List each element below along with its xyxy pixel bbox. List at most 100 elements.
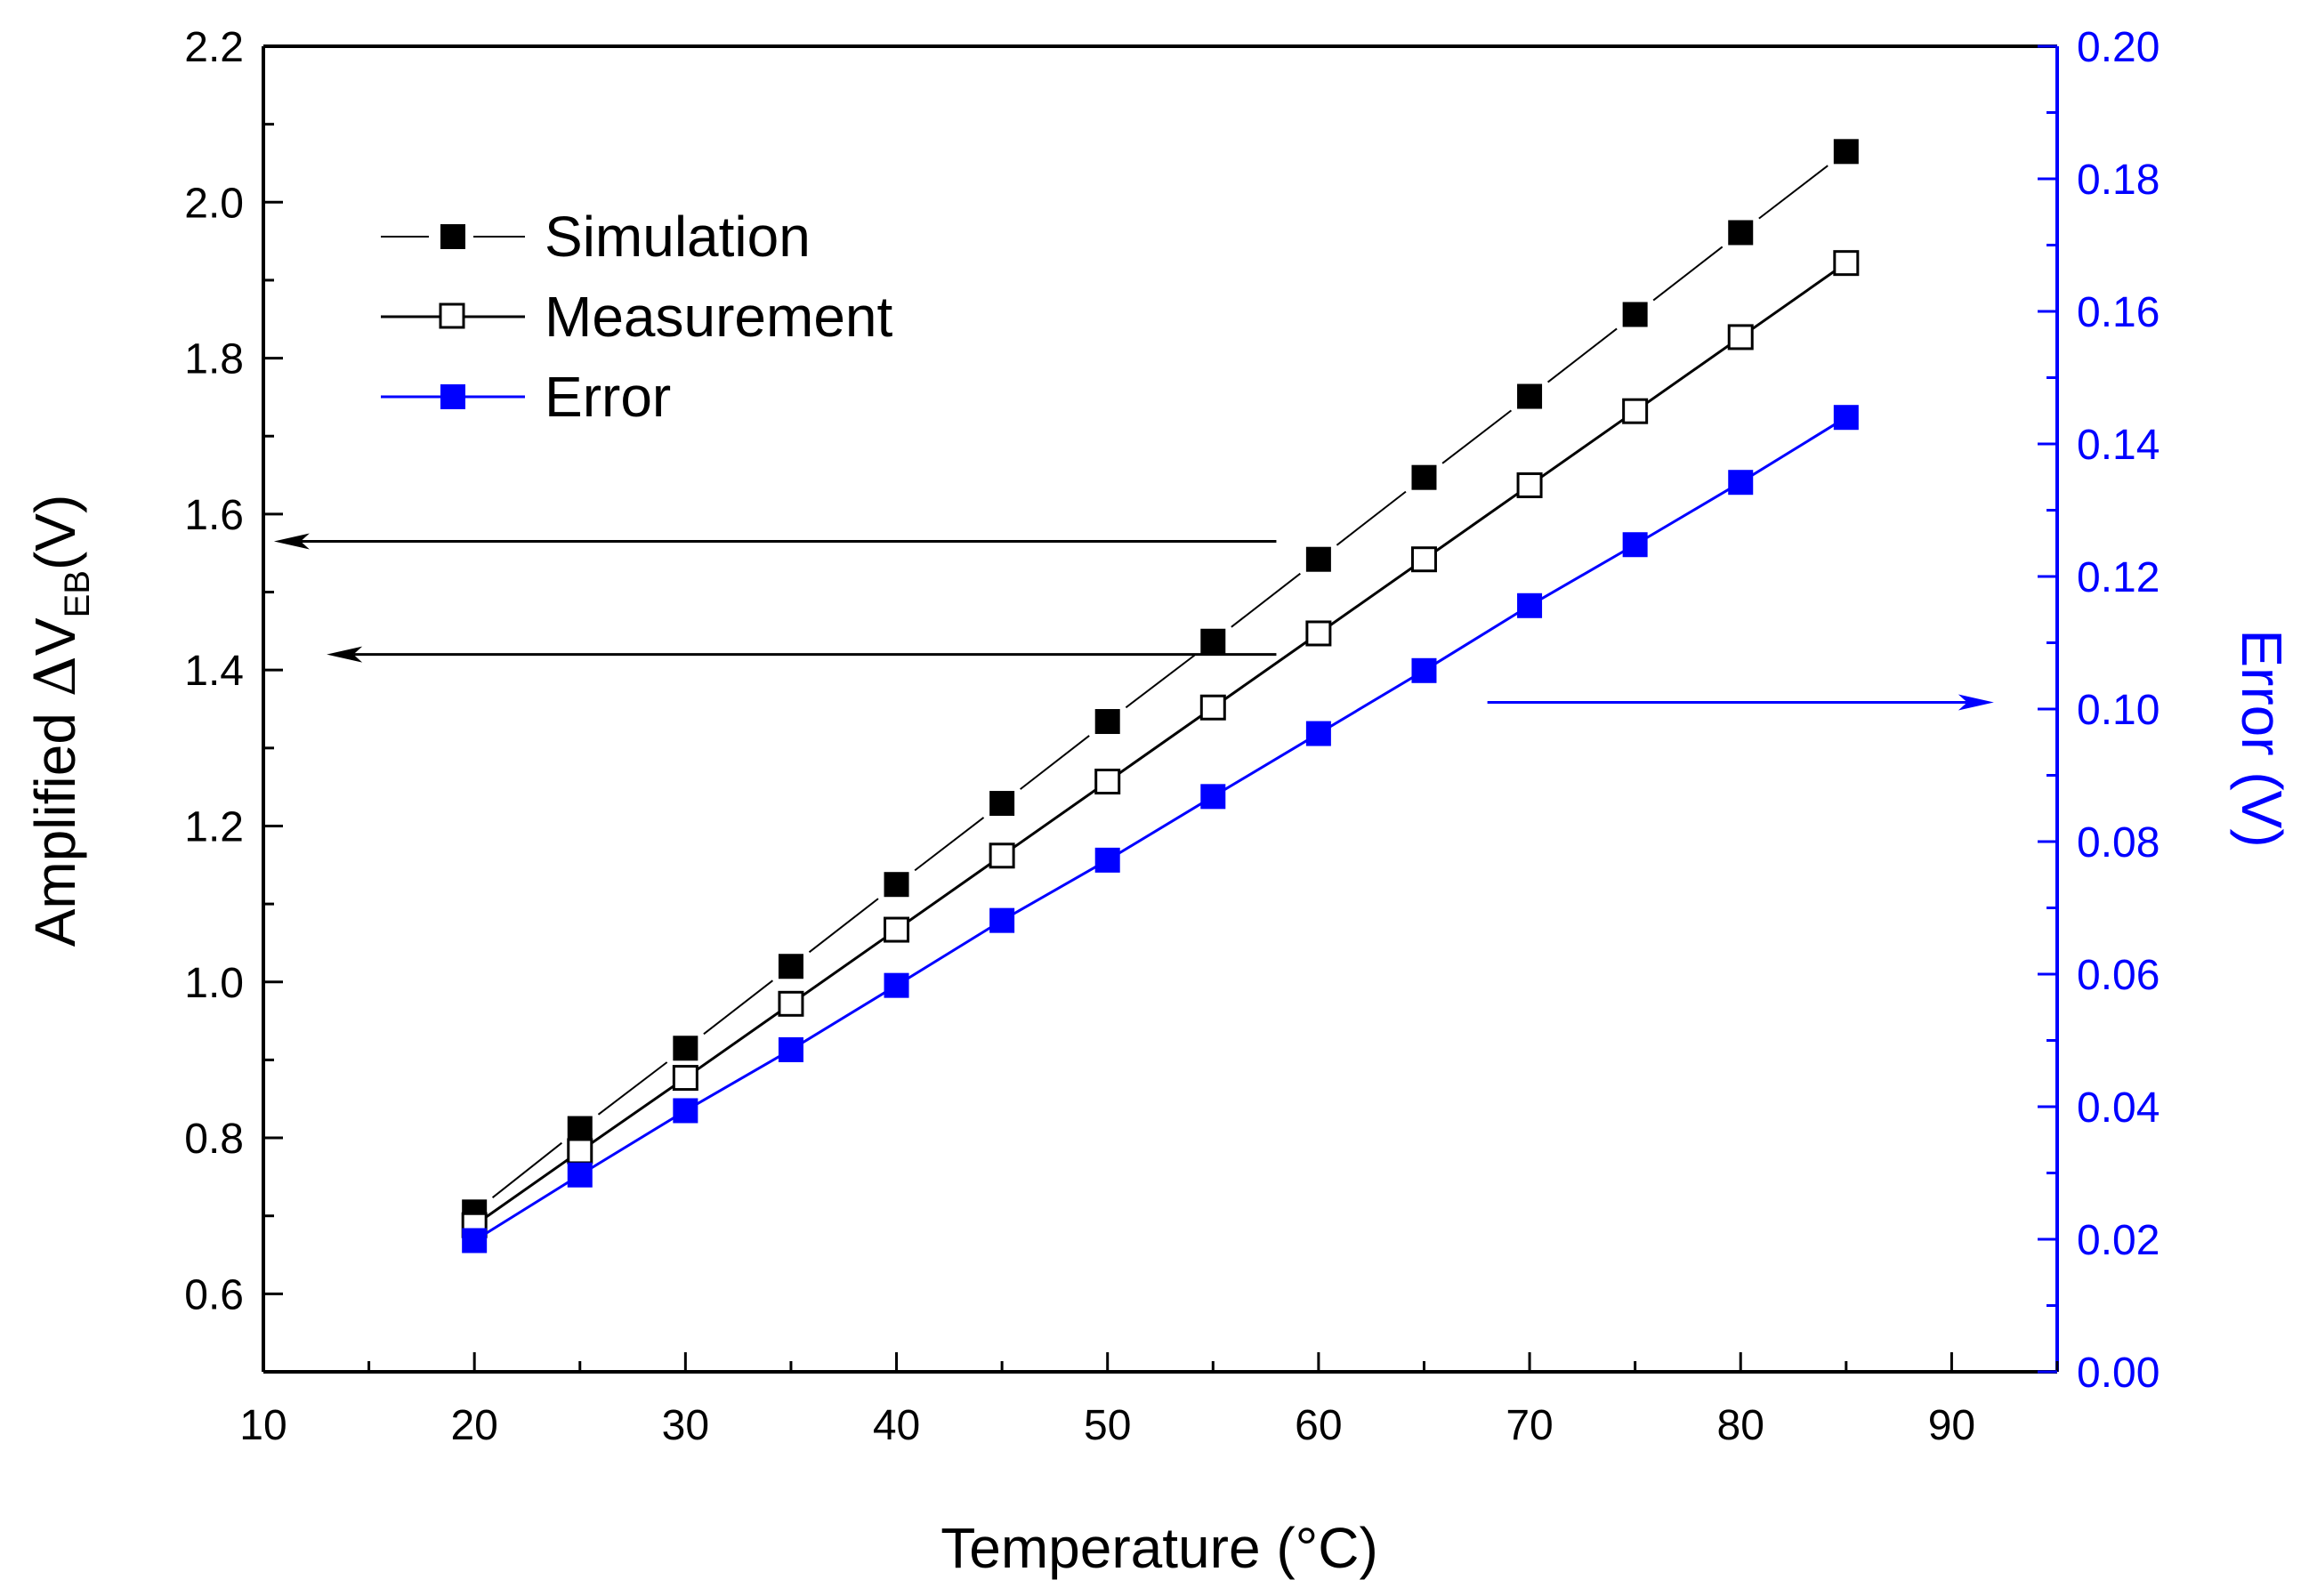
- series-line-segment-measurement: [473, 1149, 581, 1227]
- annotation-arrow-3: [1487, 694, 1994, 711]
- data-point-simulation: [1200, 628, 1226, 654]
- series-line-segment-measurement: [578, 1076, 687, 1153]
- series-simulation: [462, 139, 1859, 1225]
- x-tick-label: 70: [1506, 1402, 1553, 1449]
- axes-layer: 10 20 30 40 50 60 70 80 90 0.6 0.8 1.0 1.2 1.4 1.6 1.8 2…: [184, 24, 2160, 1449]
- data-point-simulation: [1622, 302, 1648, 327]
- series-line-segment-measurement: [1212, 632, 1320, 709]
- series-line-segment-error: [790, 984, 898, 1052]
- arrow-head-icon: [327, 646, 363, 663]
- series-error: [462, 405, 1859, 1253]
- series-line-segment-simulation: [597, 1061, 668, 1116]
- series-line-segment-measurement: [684, 1003, 792, 1079]
- series-line-segment-simulation: [703, 979, 774, 1036]
- series-line-segment-error: [1318, 669, 1425, 735]
- legend-item-error: Error: [381, 365, 671, 429]
- series-line-segment-simulation: [1231, 572, 1301, 628]
- data-point-error: [1305, 721, 1331, 746]
- series-line-segment-measurement: [1634, 335, 1742, 413]
- series-line-segment-measurement: [895, 854, 1003, 931]
- data-point-measurement: [1410, 546, 1437, 573]
- series-line-segment-error: [895, 919, 1003, 987]
- data-point-error: [1094, 847, 1120, 873]
- data-point-measurement: [1727, 324, 1754, 351]
- legend: Simulation Measurement Error: [381, 205, 893, 429]
- series-line-segment-error: [684, 1048, 792, 1112]
- y-right-tick-label: 0.00: [2077, 1350, 2160, 1397]
- series-line-segment-error: [1423, 604, 1530, 673]
- series-line-segment-simulation: [808, 898, 879, 954]
- y-left-tick-label: 1.4: [184, 648, 244, 695]
- y-left-title-suffix: (V): [23, 495, 87, 570]
- legend-marker-measurement: [439, 302, 465, 329]
- series-line-segment-simulation: [914, 817, 985, 872]
- data-point-measurement: [1833, 250, 1860, 277]
- annotation-arrow-1: [273, 533, 1277, 550]
- data-point-error: [673, 1098, 698, 1124]
- data-point-simulation: [673, 1036, 698, 1061]
- series-line-segment-error: [1212, 732, 1320, 798]
- series-line-segment-error: [1106, 795, 1215, 862]
- data-point-error: [462, 1228, 488, 1253]
- legend-item-measurement: Measurement: [381, 285, 893, 349]
- data-point-measurement: [1622, 398, 1649, 424]
- data-point-error: [884, 972, 909, 998]
- y-right-tick-label: 0.14: [2077, 422, 2160, 469]
- series-line-segment-simulation: [1125, 654, 1196, 709]
- series-line-segment-error: [473, 1173, 581, 1242]
- y-left-tick-label: 1.6: [184, 492, 244, 539]
- y-right-axis-title: Error (V): [2230, 629, 2294, 847]
- arrow-head-icon: [273, 533, 310, 550]
- y-right-tick-label: 0.16: [2077, 289, 2160, 336]
- data-point-simulation: [778, 954, 803, 979]
- data-point-error: [1517, 592, 1543, 618]
- legend-item-simulation: Simulation: [381, 205, 811, 269]
- data-point-measurement: [778, 990, 804, 1017]
- y-left-tick-label: 2.0: [184, 180, 244, 227]
- series-line-segment-measurement: [1001, 780, 1109, 858]
- data-point-simulation: [567, 1116, 593, 1141]
- series-line-segment-measurement: [1318, 558, 1425, 635]
- y-right-tick-label: 0.02: [2077, 1217, 2160, 1264]
- data-point-error: [1622, 532, 1648, 558]
- series-layer: [461, 139, 1860, 1253]
- data-point-simulation: [1305, 546, 1331, 572]
- data-point-simulation: [884, 872, 909, 898]
- data-point-simulation: [1833, 139, 1859, 165]
- series-line-segment-simulation: [1020, 735, 1090, 790]
- x-tick-label: 50: [1084, 1402, 1131, 1449]
- series-line-segment-measurement: [1423, 484, 1530, 560]
- data-point-measurement: [672, 1065, 698, 1092]
- y-left-title-var: V: [23, 617, 87, 656]
- series-line-segment-measurement: [1529, 409, 1636, 487]
- annotation-layer: [273, 533, 1994, 711]
- data-point-error: [1411, 657, 1437, 683]
- data-point-simulation: [1094, 709, 1120, 735]
- y-left-tick-label: 1.0: [184, 960, 244, 1007]
- x-tick-label: 90: [1928, 1402, 1975, 1449]
- x-tick-label: 60: [1295, 1402, 1342, 1449]
- y-left-tick-label: 0.8: [184, 1116, 244, 1163]
- y-left-title-prefix: Amplified: [23, 697, 87, 947]
- series-line-segment-simulation: [1546, 327, 1618, 383]
- x-tick-label: 10: [239, 1402, 287, 1449]
- y-right-tick-label: 0.18: [2077, 157, 2160, 204]
- series-line-segment-error: [1001, 858, 1109, 922]
- data-point-error: [989, 907, 1015, 933]
- annotation-arrow-2: [327, 646, 1277, 663]
- series-line-segment-measurement: [1740, 262, 1847, 339]
- legend-marker-error: [440, 384, 465, 409]
- legend-label-error: Error: [545, 365, 671, 429]
- arrow-head-icon: [1958, 694, 1994, 711]
- data-point-simulation: [1411, 464, 1437, 490]
- data-point-error: [567, 1162, 593, 1188]
- y-left-tick-label: 1.2: [184, 803, 244, 850]
- series-line-segment-error: [1740, 415, 1847, 484]
- x-axis-title: Temperature (°C): [941, 1516, 1378, 1580]
- legend-label-measurement: Measurement: [545, 285, 893, 349]
- legend-marker-simulation: [440, 224, 465, 249]
- data-point-measurement: [1305, 620, 1332, 647]
- y-left-title-delta: Δ: [23, 656, 89, 697]
- series-line-segment-error: [1529, 543, 1636, 608]
- data-point-error: [1728, 470, 1754, 496]
